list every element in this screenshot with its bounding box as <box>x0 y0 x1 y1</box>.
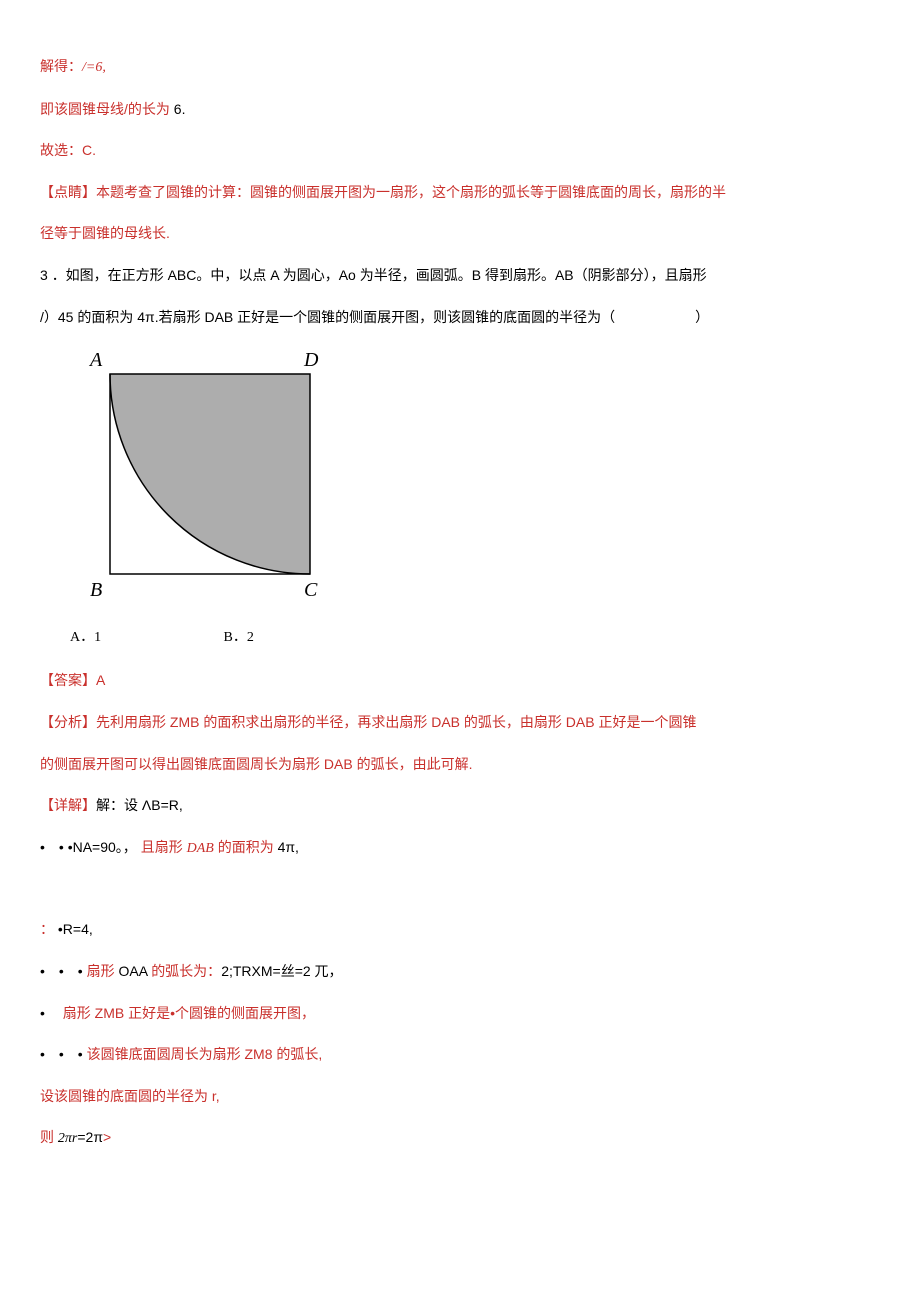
answer-choices: A．1 B．2 <box>70 621 880 655</box>
choice-a-value: 1 <box>94 630 101 645</box>
text: 即该圆锥母线/的长为 <box>40 101 174 117</box>
question-text: /）45 的面积为 <box>40 309 137 325</box>
label-b: B <box>90 579 102 601</box>
choice-b-value: 2 <box>247 630 254 645</box>
text: 2πr <box>58 1131 77 1146</box>
question-number: 3 <box>40 267 48 283</box>
bullet: • <box>40 1005 59 1021</box>
bullet: • • <box>40 839 64 855</box>
answer: 【答案】A <box>40 664 880 698</box>
text: 若扇形 DAB 正好是一个圆锥的侧面展开图，则该圆锥的底面圆的半径为（ <box>159 309 616 325</box>
text: 且扇形 <box>141 839 187 855</box>
text: /=6, <box>82 60 106 75</box>
text: 则 <box>40 1129 58 1145</box>
label-d: D <box>303 349 319 371</box>
bullet: • • • <box>40 1046 83 1062</box>
detail-label: 【详解】 <box>40 797 96 813</box>
text: 4π, <box>278 839 299 855</box>
text: 故选：C. <box>40 134 880 168</box>
explain-line2: 径等于圆锥的母线长. <box>40 217 880 251</box>
text: 扇形 ZMB 正好是•个圆锥的侧面展开图， <box>63 1005 315 1021</box>
text: =2π <box>77 1129 103 1145</box>
text: 解得： <box>40 58 82 74</box>
bullet: • • • <box>40 963 83 979</box>
text: > <box>103 1129 111 1145</box>
text: 的弧长为： <box>151 963 221 979</box>
text: 的面积为 <box>214 839 278 855</box>
text: •R=4, <box>58 921 93 937</box>
text: 扇形 <box>83 963 119 979</box>
text: 6. <box>174 101 186 117</box>
text: •NA=90。， <box>68 839 137 855</box>
text: DAB <box>187 841 214 856</box>
question-text: ．如图，在正方形 ABC。中，以点 A 为圆心，Ao 为半径，画圆弧。B 得到扇… <box>52 267 707 283</box>
square-sector-figure: A D B C <box>70 344 880 617</box>
text: 设该圆锥的底面圆的半径为 r, <box>40 1088 220 1104</box>
text: 2;TRXM=丝=2 兀， <box>221 963 342 979</box>
label-c: C <box>304 579 318 601</box>
text: OAA <box>119 963 152 979</box>
analysis-line1: 【分析】先利用扇形 ZMB 的面积求出扇形的半径，再求出扇形 DAB 的弧长，由… <box>40 706 880 740</box>
label-a: A <box>88 349 103 371</box>
choice-b-label: B． <box>224 630 247 645</box>
detail-text: 解：设 ΛB=R, <box>96 797 183 813</box>
text: 4π. <box>137 309 158 325</box>
text: ） <box>695 309 709 325</box>
shaded-sector <box>110 374 310 574</box>
explain-line1: 【点睛】本题考查了圆锥的计算：圆锥的侧面展开图为一扇形，这个扇形的弧长等于圆锥底… <box>40 176 880 210</box>
text: 该圆锥底面圆周长为扇形 ZM8 的弧长, <box>87 1046 323 1062</box>
bullet: ： <box>40 921 54 937</box>
analysis-line2: 的侧面展开图可以得出圆锥底面圆周长为扇形 DAB 的弧长，由此可解. <box>40 748 880 782</box>
choice-a-label: A． <box>70 630 94 645</box>
